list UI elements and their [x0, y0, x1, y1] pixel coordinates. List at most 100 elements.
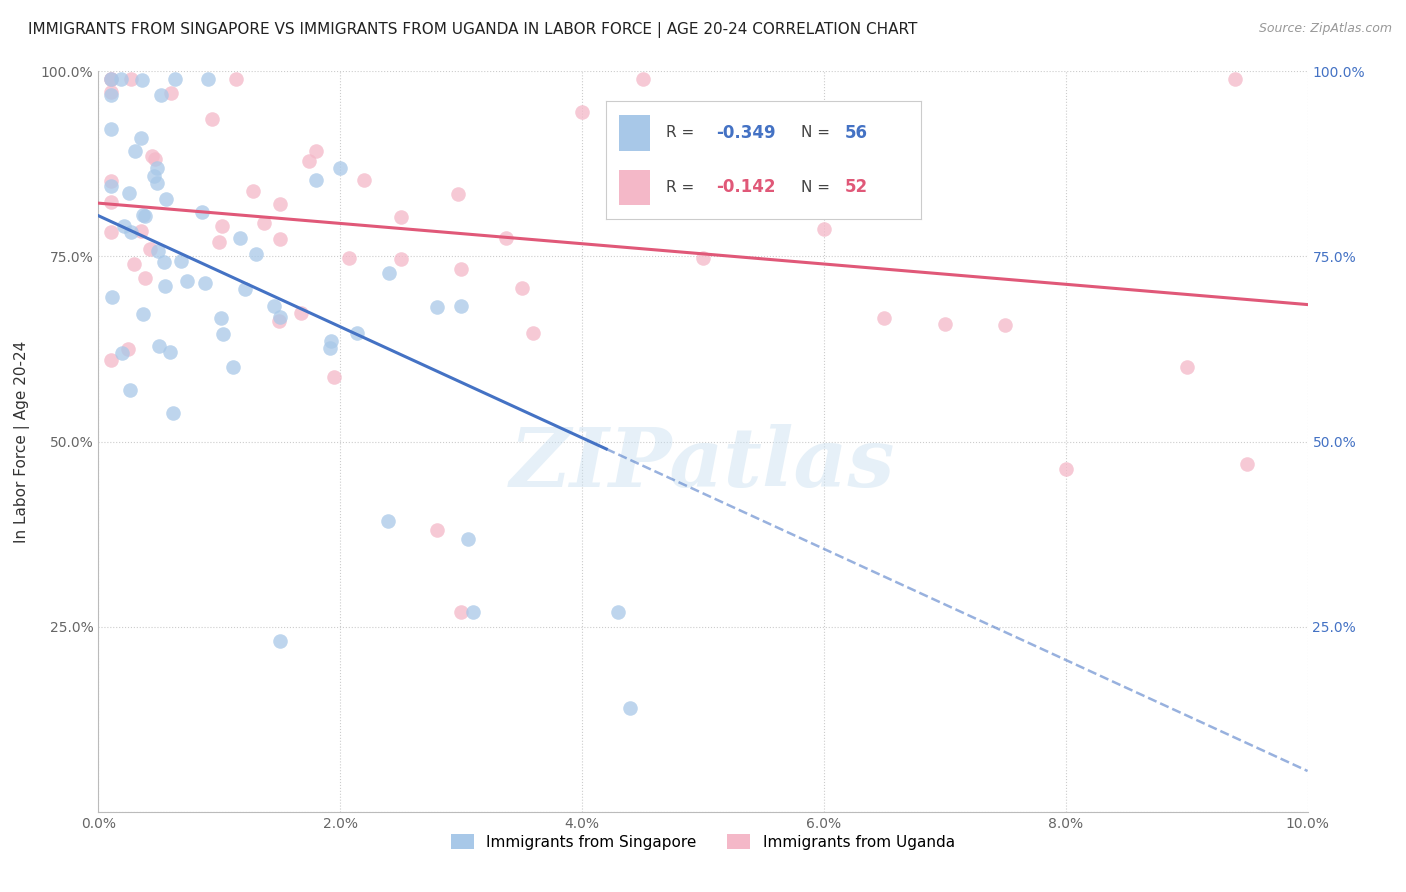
Point — [457, 532, 479, 546]
Point — [426, 300, 449, 314]
Point — [269, 310, 291, 324]
Point — [100, 122, 122, 136]
Point — [450, 299, 472, 313]
Point — [510, 281, 533, 295]
Point — [100, 71, 122, 86]
Point — [146, 244, 169, 258]
Legend: Immigrants from Singapore, Immigrants from Uganda: Immigrants from Singapore, Immigrants fr… — [446, 828, 960, 856]
Point — [269, 634, 291, 648]
Point — [450, 605, 472, 619]
Point — [207, 235, 229, 250]
Point — [211, 327, 233, 342]
Point — [134, 271, 156, 285]
Point — [118, 186, 141, 200]
Point — [150, 88, 173, 103]
Point — [290, 305, 312, 319]
Point — [269, 232, 291, 246]
Point — [263, 299, 285, 313]
Point — [994, 318, 1017, 332]
Point — [245, 247, 267, 261]
Point — [160, 86, 183, 100]
Point — [346, 326, 368, 340]
Point — [122, 257, 145, 271]
Point — [120, 226, 142, 240]
Point — [152, 255, 174, 269]
Point — [176, 274, 198, 288]
Point — [426, 524, 449, 538]
Point — [191, 205, 214, 219]
Point — [100, 226, 122, 240]
Point — [145, 161, 167, 176]
Point — [100, 88, 122, 103]
Point — [305, 173, 328, 187]
Point — [194, 276, 217, 290]
Point — [447, 186, 470, 201]
Text: ZIPatlas: ZIPatlas — [510, 424, 896, 504]
Point — [322, 369, 344, 384]
Point — [1054, 462, 1077, 476]
Point — [143, 169, 166, 183]
Point — [100, 352, 122, 367]
Point — [353, 173, 375, 187]
Point — [169, 254, 191, 268]
Point — [100, 195, 122, 210]
Point — [100, 178, 122, 193]
Point — [155, 192, 177, 206]
Point — [111, 346, 134, 360]
Point — [631, 71, 654, 86]
Point — [571, 105, 593, 120]
Point — [389, 252, 412, 266]
Point — [120, 71, 142, 86]
Point — [201, 112, 224, 126]
Point — [337, 251, 360, 265]
Text: Source: ZipAtlas.com: Source: ZipAtlas.com — [1258, 22, 1392, 36]
Point — [165, 71, 187, 86]
Point — [253, 216, 276, 230]
Point — [211, 219, 233, 233]
Point — [522, 326, 544, 340]
Point — [197, 71, 219, 86]
Point — [129, 131, 152, 145]
Point — [124, 144, 146, 158]
Point — [463, 605, 485, 619]
Point — [100, 174, 122, 188]
Point — [319, 334, 342, 348]
Point — [129, 224, 152, 238]
Point — [141, 149, 163, 163]
Point — [1236, 457, 1258, 471]
Point — [450, 262, 472, 277]
Point — [100, 86, 122, 100]
Point — [117, 342, 139, 356]
Point — [148, 339, 170, 353]
Point — [145, 176, 167, 190]
Point — [100, 71, 122, 86]
Y-axis label: In Labor Force | Age 20-24: In Labor Force | Age 20-24 — [14, 341, 30, 542]
Point — [377, 514, 399, 528]
Point — [159, 345, 181, 359]
Point — [110, 71, 132, 86]
Point — [131, 73, 153, 87]
Point — [1175, 360, 1198, 375]
Point — [225, 71, 247, 86]
Point — [100, 71, 122, 86]
Point — [242, 184, 264, 198]
Point — [269, 197, 291, 211]
Point — [752, 196, 775, 211]
Point — [873, 310, 896, 325]
Point — [329, 161, 352, 176]
Point — [934, 317, 956, 331]
Point — [298, 153, 321, 168]
Point — [139, 242, 162, 256]
Point — [1223, 71, 1246, 86]
Point — [813, 221, 835, 235]
Point — [377, 267, 399, 281]
Point — [305, 144, 328, 158]
Point — [101, 290, 124, 304]
Point — [132, 307, 155, 321]
Point — [389, 210, 412, 224]
Text: IMMIGRANTS FROM SINGAPORE VS IMMIGRANTS FROM UGANDA IN LABOR FORCE | AGE 20-24 C: IMMIGRANTS FROM SINGAPORE VS IMMIGRANTS … — [28, 22, 918, 38]
Point — [209, 310, 232, 325]
Point — [118, 383, 141, 397]
Point — [267, 314, 290, 328]
Point — [319, 341, 342, 355]
